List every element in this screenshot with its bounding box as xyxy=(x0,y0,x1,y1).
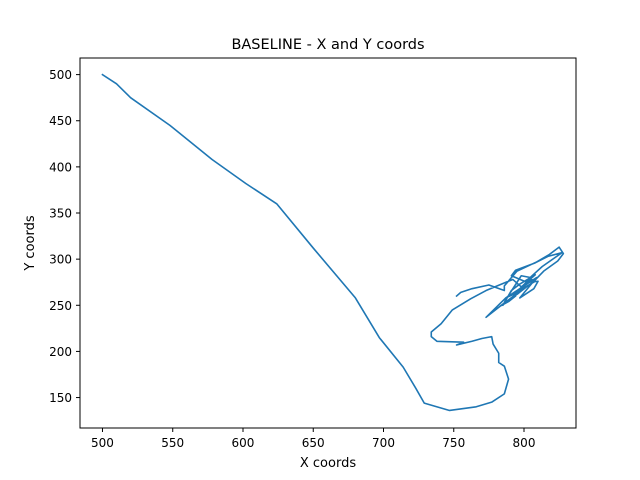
plot-area xyxy=(101,73,565,412)
x-axis: 500 550 600 650 700 750 800 xyxy=(91,428,535,450)
x-axis-label: X coords xyxy=(300,456,356,471)
axes-frame xyxy=(79,57,577,429)
x-tick-label: 500 xyxy=(91,436,114,450)
x-tick-label: 800 xyxy=(513,436,536,450)
x-tick-label: 750 xyxy=(442,436,465,450)
y-tick-label: 400 xyxy=(49,160,72,174)
x-tick-label: 650 xyxy=(302,436,325,450)
y-tick-label: 500 xyxy=(49,68,72,82)
x-tick-label: 600 xyxy=(232,436,255,450)
data-series-line xyxy=(101,73,565,412)
y-tick-label: 150 xyxy=(49,391,72,405)
x-tick-label: 700 xyxy=(372,436,395,450)
y-axis: 150 200 250 300 350 400 450 500 xyxy=(49,68,80,405)
y-tick-label: 350 xyxy=(49,207,72,221)
y-tick-label: 450 xyxy=(49,114,72,128)
y-tick-label: 300 xyxy=(49,253,72,267)
chart-title: BASELINE - X and Y coords xyxy=(231,37,424,53)
x-tick-label: 550 xyxy=(161,436,184,450)
y-tick-label: 200 xyxy=(49,345,72,359)
y-axis-label: Y coords xyxy=(23,215,38,271)
y-tick-label: 250 xyxy=(49,299,72,313)
